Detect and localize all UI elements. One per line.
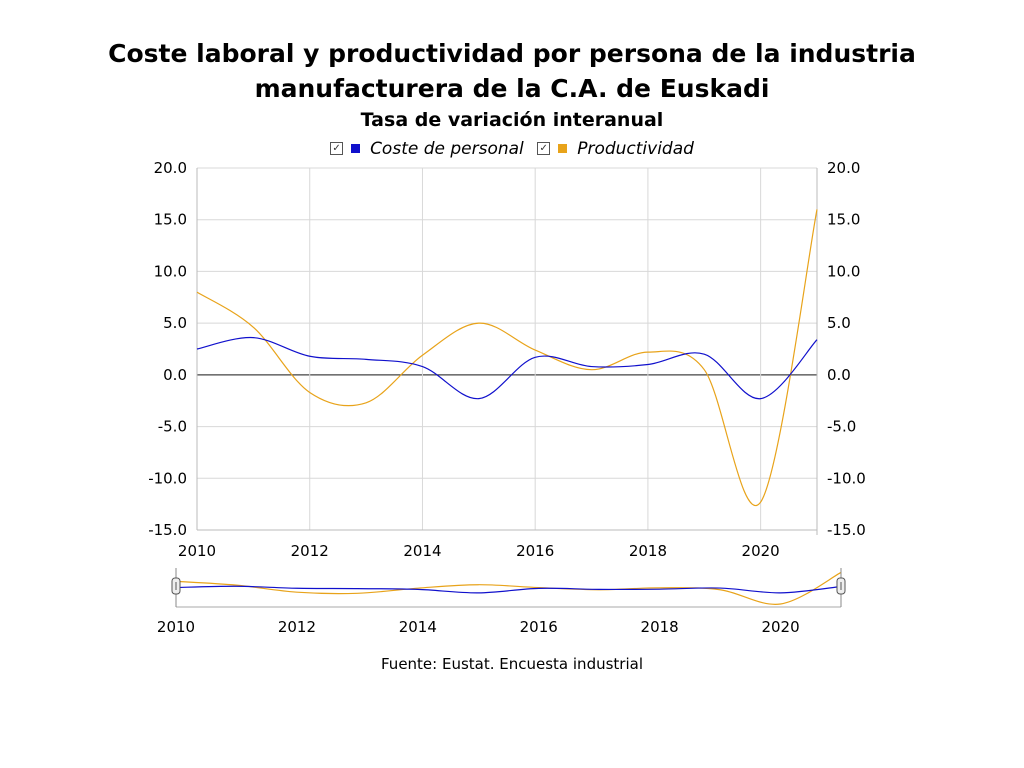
y-tick-label-left: 0.0 bbox=[163, 366, 187, 384]
chart-title-line2: manufacturera de la C.A. de Euskadi bbox=[254, 74, 770, 103]
x-tick-label: 2010 bbox=[178, 542, 216, 560]
navigator-tick-label: 2016 bbox=[520, 618, 558, 636]
navigator-tick-label: 2018 bbox=[641, 618, 679, 636]
legend-label-productividad: Productividad bbox=[577, 138, 694, 159]
navigator: 2010 2012 2014 2016 2018 2020 bbox=[157, 568, 846, 636]
source-note: Fuente: Eustat. Encuesta industrial bbox=[381, 655, 643, 673]
navigator-tick-label: 2020 bbox=[761, 618, 799, 636]
y-tick-label-right: 15.0 bbox=[827, 211, 860, 229]
y-tick-label-left: 5.0 bbox=[163, 314, 187, 332]
y-tick-label-right: 5.0 bbox=[827, 314, 851, 332]
y-tick-label-right: -5.0 bbox=[827, 418, 856, 436]
legend-label-coste: Coste de personal bbox=[370, 138, 524, 159]
series-line-coste bbox=[196, 337, 818, 400]
y-tick-label-left: 20.0 bbox=[154, 159, 187, 177]
navigator-line-coste bbox=[175, 585, 842, 594]
navigator-tick-label: 2010 bbox=[157, 618, 195, 636]
y-tick-label-left: 15.0 bbox=[154, 211, 187, 229]
y-tick-label-left: -10.0 bbox=[148, 469, 187, 487]
series-line-productividad bbox=[196, 209, 818, 506]
chart-title: Coste laboral y productividad por person… bbox=[108, 39, 916, 68]
swatch-productividad bbox=[558, 144, 568, 153]
series-lines bbox=[196, 209, 818, 506]
legend: ✓ Coste de personal ✓ Productividad bbox=[0, 136, 1024, 159]
navigator-line-productividad bbox=[175, 571, 842, 605]
checkbox-icon[interactable]: ✓ bbox=[330, 142, 344, 155]
chart-subtitle: Tasa de variación interanual bbox=[360, 109, 664, 131]
x-tick-label: 2012 bbox=[291, 542, 329, 560]
y-tick-label-right: -10.0 bbox=[827, 469, 866, 487]
x-tick-label: 2020 bbox=[742, 542, 780, 560]
y-tick-label-left: -15.0 bbox=[148, 521, 187, 539]
legend-item-coste[interactable]: ✓ Coste de personal bbox=[330, 139, 524, 159]
x-tick-label: 2018 bbox=[629, 542, 667, 560]
y-tick-label-right: 20.0 bbox=[827, 159, 860, 177]
y-tick-label-right: 0.0 bbox=[827, 366, 851, 384]
navigator-tick-label: 2014 bbox=[399, 618, 437, 636]
checkbox-icon[interactable]: ✓ bbox=[537, 142, 551, 155]
navigator-tick-label: 2012 bbox=[278, 618, 316, 636]
x-axis: 2010 2012 2014 2016 2018 2020 bbox=[178, 542, 780, 560]
x-tick-label: 2014 bbox=[403, 542, 441, 560]
y-tick-label-left: -5.0 bbox=[158, 418, 187, 436]
y-tick-label-right: 10.0 bbox=[827, 262, 860, 280]
y-tick-label-left: 10.0 bbox=[154, 262, 187, 280]
grid bbox=[196, 167, 818, 535]
y-axis-right: 20.0 15.0 10.0 5.0 0.0 -5.0 -10.0 -15.0 bbox=[827, 159, 866, 539]
legend-item-productividad[interactable]: ✓ Productividad bbox=[537, 139, 694, 159]
y-tick-label-right: -15.0 bbox=[827, 521, 866, 539]
y-axis-left: 20.0 15.0 10.0 5.0 0.0 -5.0 -10.0 -15.0 bbox=[148, 159, 187, 539]
x-tick-label: 2016 bbox=[516, 542, 554, 560]
swatch-coste bbox=[351, 144, 361, 153]
